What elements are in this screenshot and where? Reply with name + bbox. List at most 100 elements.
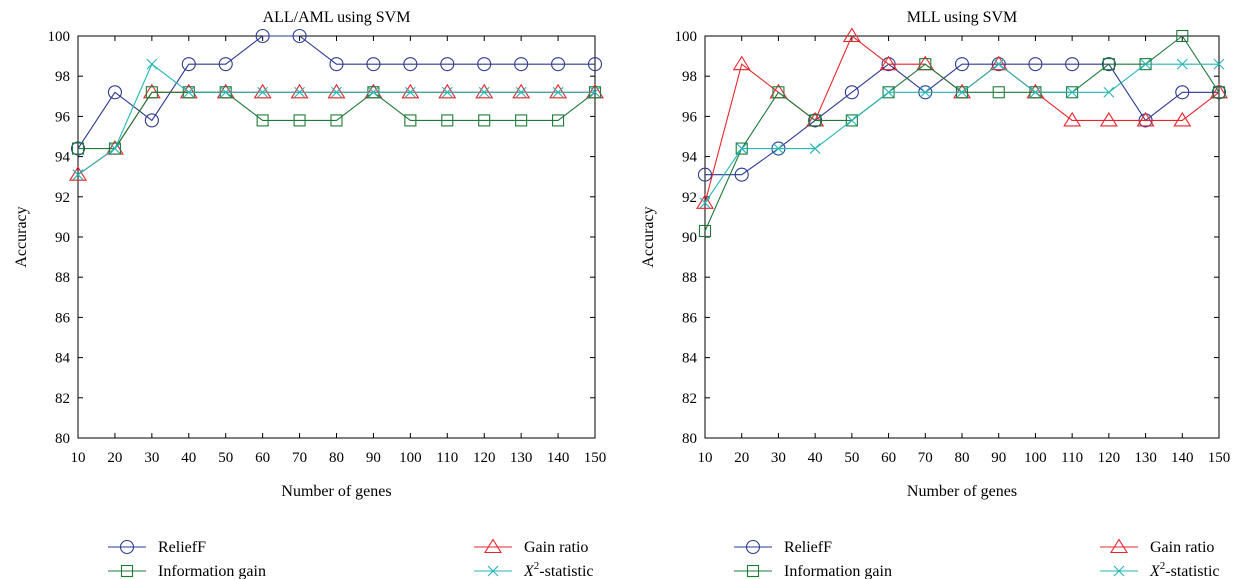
plot-frame xyxy=(704,35,1220,439)
data-point xyxy=(477,57,492,72)
y-tick-label: 86 xyxy=(55,310,71,326)
data-point xyxy=(954,57,970,72)
data-point xyxy=(294,86,305,98)
x-axis-label: Number of genes xyxy=(281,483,391,500)
data-point xyxy=(109,143,121,154)
data-point xyxy=(696,194,714,209)
data-point xyxy=(329,57,344,72)
data-point xyxy=(514,57,529,72)
x-tick-label: 140 xyxy=(547,450,570,466)
series-information-gain xyxy=(698,29,1226,238)
y-tick-label: 90 xyxy=(682,230,697,246)
data-point xyxy=(956,86,968,98)
data-point xyxy=(845,114,858,127)
legend-item-relieff: ReliefF xyxy=(108,539,206,556)
data-point xyxy=(1173,111,1192,127)
legend-label: ReliefF xyxy=(784,539,832,556)
legend-item-gain-ratio: Gain ratio xyxy=(1100,538,1214,556)
legend-item-information-gain: Information gain xyxy=(734,563,892,579)
data-point xyxy=(515,114,528,127)
y-tick-label: 84 xyxy=(55,351,71,367)
data-point xyxy=(842,27,861,43)
x-tick-label: 60 xyxy=(881,450,896,466)
data-point xyxy=(883,86,894,98)
data-point xyxy=(551,57,566,72)
x-tick-label: 50 xyxy=(844,450,859,466)
y-tick-label: 86 xyxy=(682,310,698,326)
data-point xyxy=(1028,57,1043,72)
series-line xyxy=(77,35,595,149)
data-point xyxy=(1063,111,1082,127)
x-tick-label: 90 xyxy=(366,450,381,466)
data-point xyxy=(293,114,306,127)
data-point xyxy=(441,114,454,127)
x-tick-label: 130 xyxy=(510,450,533,466)
data-point xyxy=(403,57,418,72)
legend-label: X2-statistic xyxy=(1149,560,1220,579)
x-tick-label: 40 xyxy=(181,450,196,466)
legend-label: Information gain xyxy=(784,563,892,579)
x-tick-label: 10 xyxy=(698,450,713,466)
legend-item-relieff: ReliefF xyxy=(734,539,832,556)
series-line xyxy=(77,91,595,176)
data-point xyxy=(220,86,232,98)
data-point xyxy=(697,167,713,182)
series-line xyxy=(705,63,1219,176)
legend-item-x-statistic: X2-statistic xyxy=(1100,560,1220,579)
data-point xyxy=(698,224,712,238)
data-point xyxy=(1136,111,1155,127)
data-point xyxy=(255,28,270,44)
data-point xyxy=(144,113,159,128)
x-tick-label: 50 xyxy=(218,450,233,466)
chart-panel-2: MLL using SVM 80 82 84 86 88 90 92 94 96 98 100 10 20… xyxy=(640,9,1230,579)
y-tick-label: 90 xyxy=(55,230,70,246)
data-point xyxy=(256,114,269,127)
data-point xyxy=(549,83,568,99)
legend-item-x-statistic: X2-statistic xyxy=(474,560,594,579)
x-tick-label: 120 xyxy=(473,450,496,466)
y-tick-label: 92 xyxy=(55,190,70,206)
data-point xyxy=(512,83,531,99)
data-point xyxy=(330,114,343,127)
series-line xyxy=(704,35,1220,232)
x-tick-label: 30 xyxy=(771,450,786,466)
legend-marker xyxy=(120,564,134,578)
x-tick-label: 150 xyxy=(584,450,607,466)
data-point xyxy=(331,86,342,98)
data-point xyxy=(401,83,420,99)
x-tick-label: 100 xyxy=(399,450,422,466)
y-tick-label: 92 xyxy=(682,190,697,206)
data-point xyxy=(69,166,87,181)
data-point xyxy=(145,86,158,99)
data-point xyxy=(1102,58,1115,71)
x-tick-label: 10 xyxy=(71,450,86,466)
x-tick-label: 40 xyxy=(808,450,823,466)
x-tick-label: 90 xyxy=(991,450,1006,466)
data-point xyxy=(989,55,1008,71)
y-tick-label: 94 xyxy=(55,150,71,166)
x-tick-label: 60 xyxy=(255,450,270,466)
data-point xyxy=(992,86,1005,99)
data-point xyxy=(587,57,603,72)
data-point xyxy=(404,114,417,127)
data-point xyxy=(699,197,711,209)
data-point xyxy=(1103,86,1115,98)
data-point xyxy=(183,86,195,98)
x-tick-label: 110 xyxy=(436,450,458,466)
data-point xyxy=(846,115,858,126)
data-point xyxy=(257,86,269,98)
data-point xyxy=(107,85,122,100)
data-point xyxy=(146,58,158,70)
data-point xyxy=(440,57,455,72)
y-tick-label: 98 xyxy=(682,69,697,85)
series-line xyxy=(78,91,596,150)
data-point xyxy=(809,114,822,127)
y-tick-label: 88 xyxy=(682,270,697,286)
y-tick-label: 98 xyxy=(55,69,70,85)
legend: ReliefF Gain ratio Information gain X2-stat… xyxy=(108,538,594,579)
y-tick-label: 80 xyxy=(55,431,70,447)
data-point xyxy=(108,142,121,155)
data-point xyxy=(290,83,309,99)
data-point xyxy=(773,143,784,154)
data-point xyxy=(1175,85,1190,100)
